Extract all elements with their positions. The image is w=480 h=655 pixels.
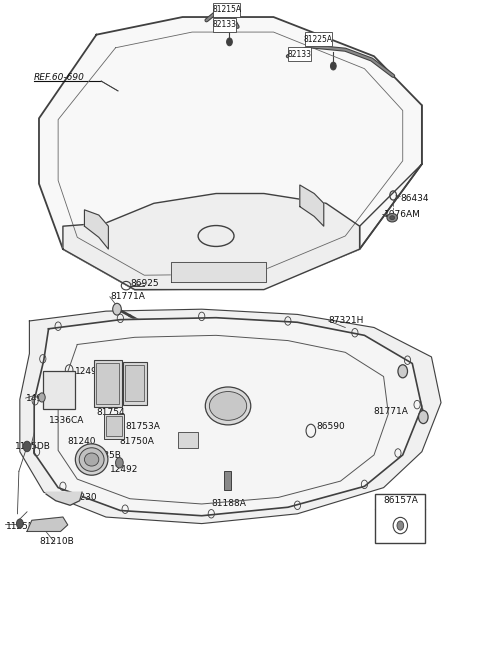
Ellipse shape [390, 215, 395, 219]
Bar [213, 18, 236, 32]
Text: 87321H: 87321H [328, 316, 364, 326]
Text: 86157A: 86157A [383, 496, 418, 505]
Text: REF.60-690: REF.60-690 [34, 73, 85, 83]
Ellipse shape [79, 448, 104, 472]
Text: 1125DB: 1125DB [5, 521, 41, 531]
Text: 81771A: 81771A [373, 407, 408, 416]
Polygon shape [63, 193, 360, 290]
Bar [106, 417, 122, 436]
Circle shape [419, 411, 428, 424]
Circle shape [23, 441, 31, 452]
Text: 1491AD: 1491AD [25, 394, 61, 403]
Text: 81215A: 81215A [212, 5, 241, 14]
Text: 1249GE: 1249GE [75, 367, 110, 377]
Bar [94, 360, 122, 407]
Bar [104, 414, 124, 439]
Bar [123, 362, 147, 405]
Bar [178, 432, 198, 449]
Ellipse shape [84, 453, 99, 466]
Polygon shape [84, 210, 108, 249]
Circle shape [113, 303, 121, 315]
Ellipse shape [209, 392, 247, 421]
Bar [96, 364, 120, 404]
Circle shape [116, 458, 123, 468]
Bar [288, 47, 311, 62]
Text: 1336CA: 1336CA [48, 417, 84, 426]
Text: 81210B: 81210B [39, 537, 74, 546]
Ellipse shape [205, 387, 251, 425]
Text: 81225A: 81225A [304, 35, 333, 44]
Text: 86925: 86925 [130, 278, 158, 288]
Circle shape [330, 62, 336, 70]
Ellipse shape [75, 444, 108, 476]
Circle shape [16, 519, 23, 528]
Text: 81771A: 81771A [111, 292, 145, 301]
Text: 86590: 86590 [317, 422, 345, 432]
Ellipse shape [387, 214, 397, 222]
Text: 81753A: 81753A [125, 422, 160, 432]
Bar [43, 371, 75, 409]
Polygon shape [46, 492, 82, 505]
Bar [305, 32, 332, 47]
Circle shape [227, 38, 232, 46]
Polygon shape [39, 17, 422, 290]
Text: 81188A: 81188A [211, 500, 246, 508]
Text: 81385B: 81385B [86, 451, 121, 460]
Polygon shape [27, 517, 68, 531]
Text: 82133: 82133 [213, 20, 237, 29]
Circle shape [398, 365, 408, 378]
Text: 12492: 12492 [110, 466, 138, 474]
Polygon shape [20, 309, 441, 523]
Text: 81230: 81230 [69, 493, 97, 502]
Polygon shape [170, 262, 266, 282]
Text: 82133: 82133 [288, 50, 312, 59]
Polygon shape [34, 318, 422, 515]
Circle shape [38, 393, 45, 402]
Bar [125, 365, 144, 402]
Text: 86434: 86434 [400, 194, 429, 202]
Bar [224, 472, 231, 489]
Circle shape [397, 521, 404, 530]
Bar [213, 3, 240, 17]
Text: 1076AM: 1076AM [384, 210, 420, 219]
Text: 1125DB: 1125DB [15, 442, 51, 451]
Text: 81754: 81754 [96, 408, 125, 417]
Text: 81240: 81240 [68, 438, 96, 446]
Text: 81750A: 81750A [120, 438, 154, 446]
Bar [375, 494, 425, 543]
Polygon shape [300, 185, 324, 226]
